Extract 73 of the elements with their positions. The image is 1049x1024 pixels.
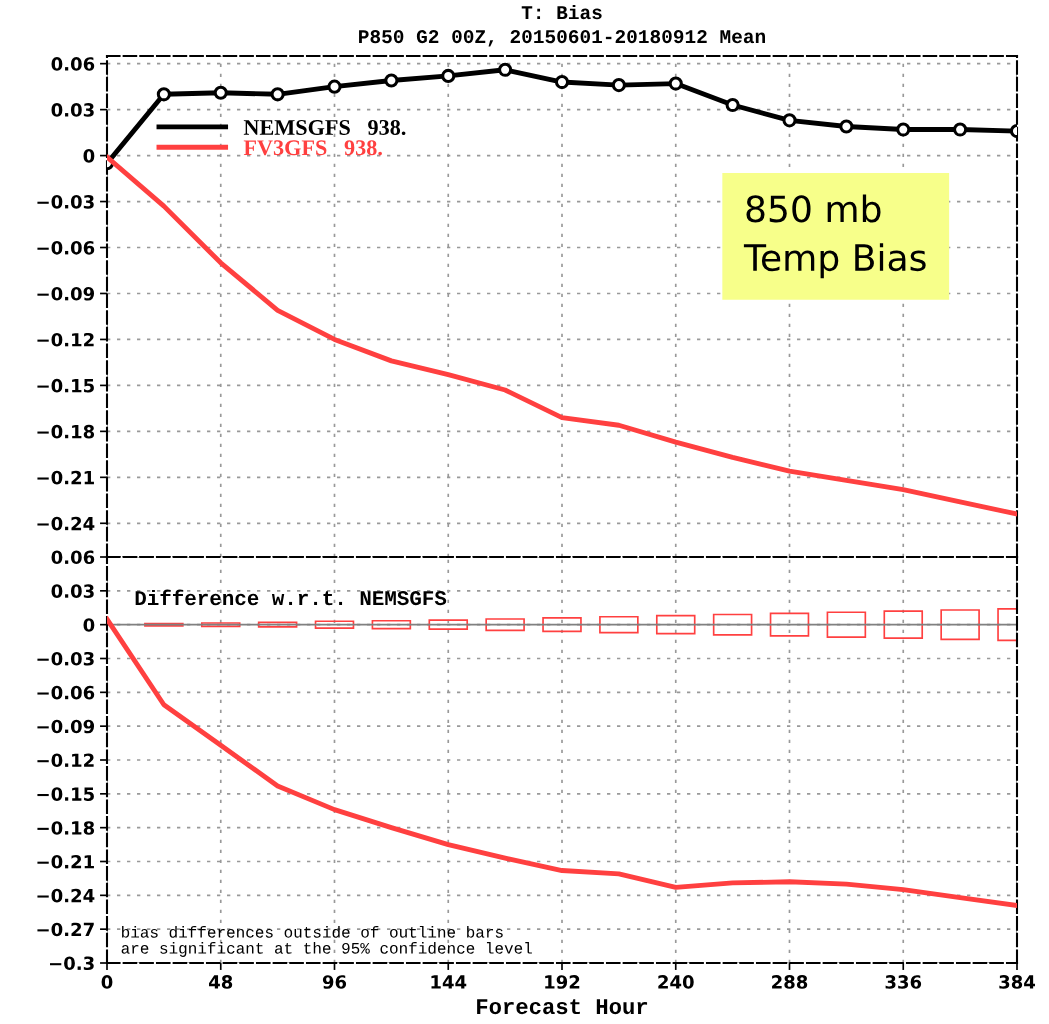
y-tick-label: −0.03 — [37, 195, 94, 209]
chart-subtitle: P850 G2 00Z, 20150601-20180912 Mean — [359, 30, 765, 47]
point — [668, 76, 683, 91]
y-tick-label: −0.18 — [37, 821, 95, 835]
line-series — [107, 616, 1017, 908]
bar — [712, 613, 753, 636]
point — [384, 73, 399, 88]
x-tick-label: 288 — [772, 975, 808, 989]
y-tick-label: −0.24 — [37, 888, 95, 903]
x-tick-label: 144 — [431, 975, 467, 989]
bar — [542, 617, 582, 633]
bar — [655, 614, 696, 635]
y-tick-label: −0.15 — [37, 787, 94, 801]
x-tick-label: 96 — [322, 975, 347, 989]
bar — [200, 622, 241, 628]
legend-label: NEMSGFS 938. — [243, 119, 406, 136]
y-tick-label: −0.3 — [49, 956, 94, 971]
bar — [940, 609, 980, 641]
y-tick-label: 0.03 — [51, 103, 94, 117]
bar — [371, 619, 412, 630]
bar — [144, 622, 184, 627]
y-tick-label: −0.09 — [37, 286, 95, 301]
bar — [769, 612, 810, 637]
y-tick-label: −0.12 — [37, 332, 94, 347]
y-tick-label: 0 — [83, 149, 95, 163]
y-tick-label: 0.06 — [51, 550, 95, 565]
x-tick-label: 192 — [545, 975, 580, 989]
x-axis-title: Forecast Hour — [477, 999, 648, 1015]
y-tick-label: −0.15 — [37, 378, 94, 393]
chart-title: T: Bias — [521, 4, 602, 20]
point — [611, 78, 626, 93]
y-tick-label: −0.06 — [37, 240, 95, 255]
bar — [485, 618, 525, 632]
bar — [257, 621, 298, 628]
x-tick-label: 240 — [658, 975, 694, 989]
annotation: 850 mb Temp Bias — [743, 194, 926, 279]
annotation: Difference w.r.t. NEMSGFS — [135, 589, 447, 606]
point — [441, 68, 456, 83]
y-tick-label: −0.27 — [37, 922, 94, 937]
point — [953, 122, 968, 137]
x-tick-label: 48 — [209, 975, 233, 989]
bar — [428, 619, 469, 631]
y-tick-label: 0.06 — [51, 57, 95, 71]
x-tick-label: 336 — [885, 975, 922, 989]
bar — [826, 611, 867, 638]
bar — [883, 610, 924, 640]
point — [554, 74, 570, 90]
y-tick-label: −0.21 — [37, 470, 94, 485]
y-tick-label: 0 — [83, 618, 95, 632]
bar — [314, 620, 355, 629]
y-tick-label: −0.24 — [37, 516, 95, 531]
y-tick-label: −0.09 — [37, 719, 95, 734]
annotation: bias differences outside of outline bars are significant at the 95% confidence level — [121, 925, 532, 957]
x-tick-label: 384 — [999, 975, 1036, 989]
point — [213, 85, 228, 100]
y-tick-label: −0.21 — [37, 854, 94, 869]
bar — [599, 615, 639, 634]
point — [156, 87, 171, 102]
point — [725, 97, 740, 113]
point — [327, 79, 342, 94]
y-tick-label: −0.18 — [37, 424, 95, 439]
y-tick-label: −0.03 — [37, 651, 94, 666]
line-series — [107, 154, 1017, 517]
legend-label: FV3GFS 938. — [243, 140, 382, 156]
y-tick-label: −0.12 — [37, 753, 94, 768]
point — [896, 122, 911, 137]
y-tick-label: −0.06 — [37, 685, 95, 700]
x-tick-label: 0 — [101, 975, 113, 989]
point — [498, 62, 513, 77]
point — [839, 119, 854, 134]
y-tick-label: 0.03 — [51, 584, 94, 598]
point — [782, 113, 797, 128]
point — [270, 87, 285, 102]
